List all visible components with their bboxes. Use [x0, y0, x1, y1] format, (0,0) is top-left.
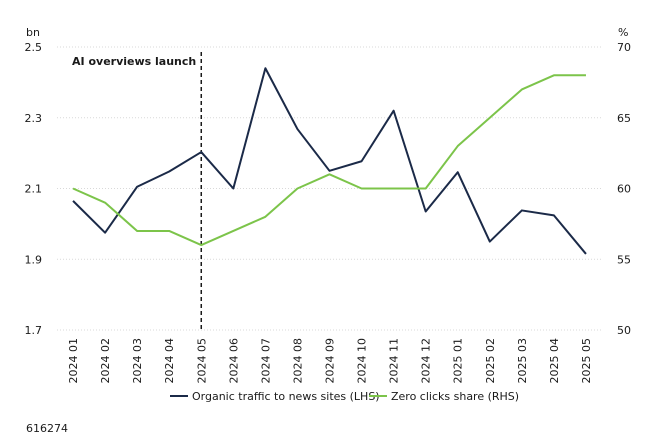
series-group	[72, 67, 587, 255]
x-tick-label: 2024 06	[227, 338, 240, 384]
x-tick-label: 2025 02	[484, 338, 497, 384]
gridlines	[57, 46, 602, 331]
launch-annotation: AI overviews launch	[72, 55, 196, 68]
x-tick-label: 2024 10	[356, 338, 369, 384]
zero-clicks-line	[72, 74, 586, 247]
x-tick-label: 2025 03	[516, 338, 529, 384]
left-tick-label: 1.7	[25, 324, 43, 337]
left-tick-label: 2.3	[25, 112, 43, 125]
x-tick-label: 2025 05	[580, 338, 593, 384]
right-axis-ticks: 50 55 60 65 70	[617, 41, 631, 337]
x-tick-label: 2024 09	[324, 338, 337, 384]
left-axis-ticks: 1.7 1.9 2.1 2.3 2.5	[25, 41, 43, 337]
x-tick-label: 2024 07	[259, 338, 272, 384]
organic-traffic-line	[72, 67, 587, 255]
legend: Organic traffic to news sites (LHS) Zero…	[170, 390, 519, 403]
left-tick-label: 2.1	[25, 183, 43, 196]
left-tick-label: 1.9	[25, 253, 43, 266]
legend-label-zero-clicks: Zero clicks share (RHS)	[391, 390, 519, 403]
footnote: 616274	[26, 422, 68, 435]
x-tick-label: 2024 03	[131, 338, 144, 384]
x-tick-label: 2024 12	[420, 338, 433, 384]
x-axis-ticks: 2024 01 2024 02 2024 03 2024 04 2024 05 2024 …	[67, 338, 593, 384]
right-tick-label: 65	[617, 112, 631, 125]
x-tick-label: 2024 05	[195, 338, 208, 384]
x-tick-label: 2024 01	[67, 338, 80, 384]
right-tick-label: 70	[617, 41, 631, 54]
legend-label-organic-traffic: Organic traffic to news sites (LHS)	[192, 390, 380, 403]
right-axis-unit: %	[618, 26, 628, 39]
right-tick-label: 50	[617, 324, 631, 337]
x-tick-label: 2025 01	[452, 338, 465, 384]
x-tick-label: 2025 04	[548, 338, 561, 384]
right-tick-label: 60	[617, 183, 631, 196]
x-tick-label: 2024 04	[163, 338, 176, 384]
x-tick-label: 2024 08	[291, 338, 304, 384]
right-tick-label: 55	[617, 253, 631, 266]
x-tick-label: 2024 11	[388, 338, 401, 384]
x-tick-label: 2024 02	[99, 338, 112, 384]
left-tick-label: 2.5	[25, 41, 43, 54]
left-axis-unit: bn	[26, 26, 40, 39]
